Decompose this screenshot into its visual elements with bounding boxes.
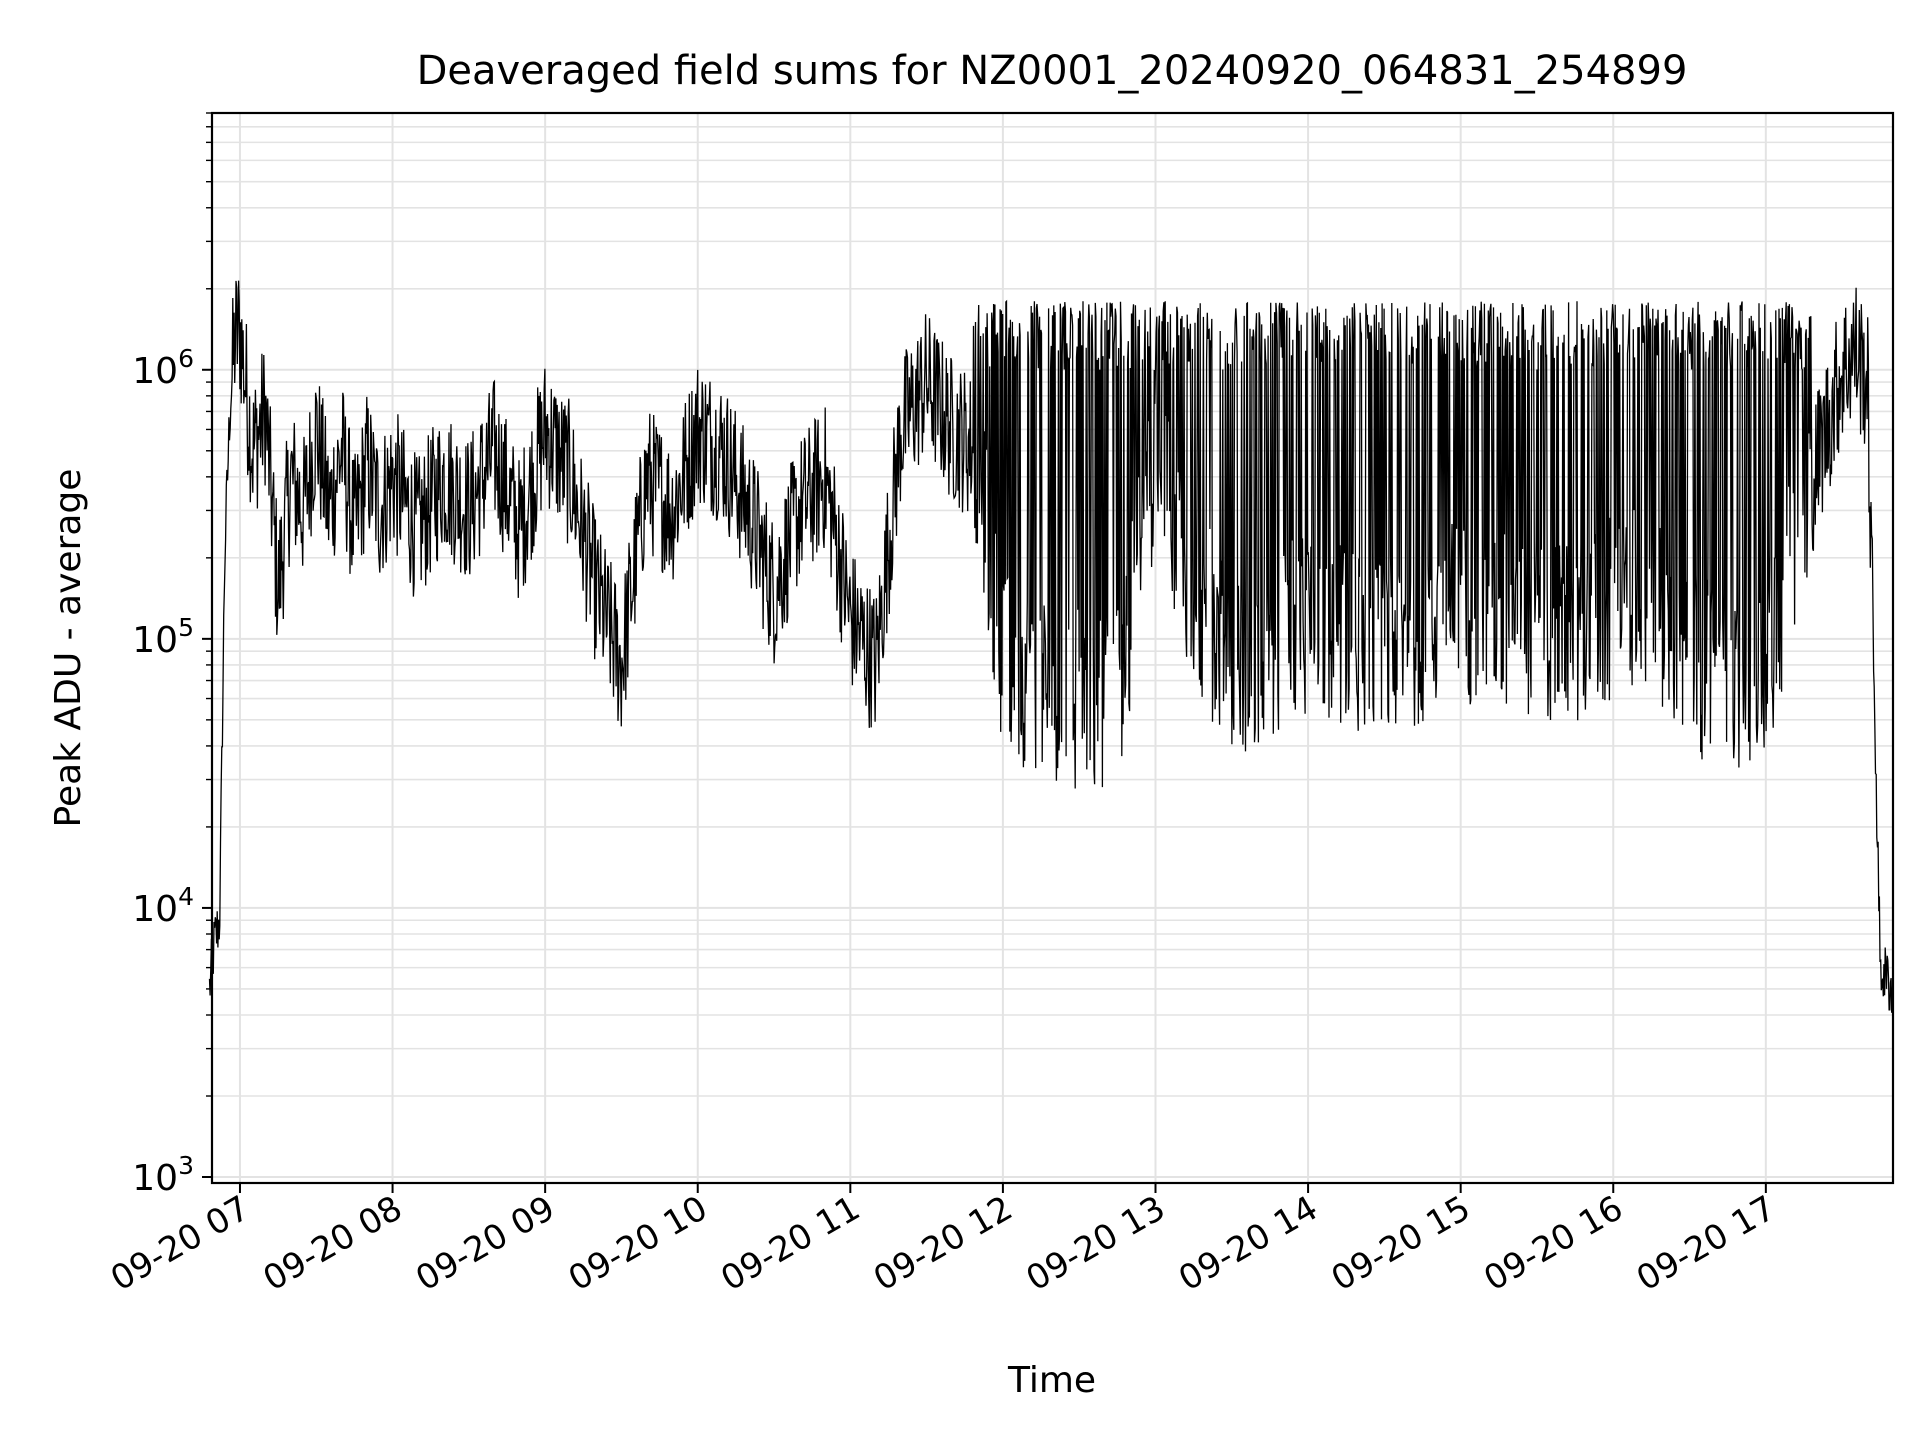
y-tick-label: 104 <box>132 882 194 930</box>
y-tick-label: 103 <box>132 1151 194 1199</box>
series-line <box>208 280 1894 1013</box>
x-axis-label: Time <box>1007 1360 1096 1401</box>
y-axis-label: Peak ADU - average <box>48 469 89 828</box>
series-layer <box>208 280 1894 1013</box>
y-tick-label: 106 <box>132 344 194 392</box>
y-axis-ticks: 103 104 105 106 <box>132 112 212 1199</box>
chart-title: Deaveraged field sums for NZ0001_2024092… <box>417 48 1688 94</box>
y-tick-label: 105 <box>132 613 194 661</box>
plot-frame <box>210 111 1895 1185</box>
